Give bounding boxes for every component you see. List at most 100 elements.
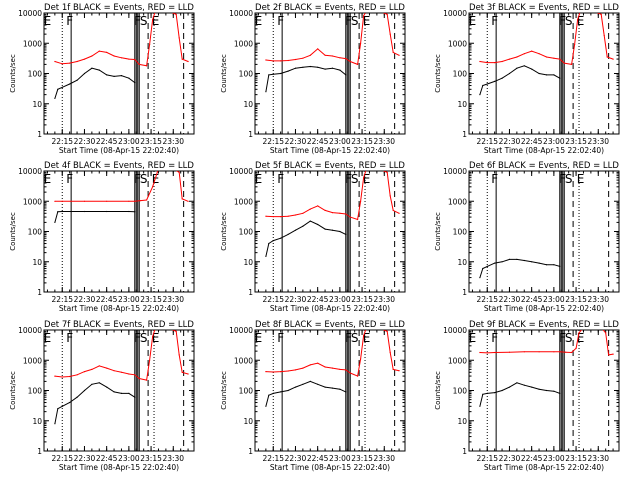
x-tick-label: 23:15	[140, 295, 162, 304]
event-markers	[486, 330, 610, 451]
marker-letter: E	[363, 331, 371, 345]
lld-point	[91, 55, 93, 57]
marker-letter: E	[363, 172, 371, 186]
events-point	[54, 423, 56, 425]
series-group	[54, 13, 189, 99]
lld-point	[357, 63, 359, 65]
events-point	[265, 405, 267, 407]
series-events-line	[54, 382, 136, 424]
events-point	[294, 386, 297, 388]
x-tick-label: 23:30	[373, 295, 395, 304]
x-tick-label: 23:30	[373, 454, 395, 463]
event-markers	[272, 330, 396, 451]
marker-letter: F	[277, 14, 284, 28]
y-tick-label: 1	[462, 447, 467, 456]
lld-point	[331, 367, 334, 369]
y-tick-label: 10000	[18, 167, 42, 176]
events-point	[61, 405, 63, 407]
x-tick-label: 22:45	[521, 454, 543, 463]
x-tick-label: 23:30	[587, 295, 609, 304]
lld-point	[577, 19, 579, 21]
lld-point	[294, 58, 297, 61]
events-point	[501, 389, 503, 392]
events-point	[309, 380, 311, 382]
events-point	[134, 211, 136, 213]
events-point	[486, 83, 488, 85]
marker-letter: F	[66, 172, 73, 186]
lld-point	[128, 58, 130, 60]
events-point	[479, 405, 481, 407]
events-point	[523, 384, 525, 386]
y-axis-label: Counts/sec	[9, 54, 17, 93]
lld-point	[61, 200, 63, 202]
y-tick-label: 1000	[23, 197, 42, 206]
events-point	[531, 386, 533, 388]
x-tick-label: 22:30	[499, 295, 521, 304]
lld-point	[494, 62, 496, 64]
marker-letter: F	[559, 14, 566, 28]
series-group	[479, 258, 561, 279]
lld-point	[501, 60, 503, 63]
lld-point	[612, 58, 614, 60]
marker-letter: F	[559, 172, 566, 186]
x-tick-label: 22:30	[285, 454, 307, 463]
lld-point	[612, 353, 614, 355]
x-tick-label: 22:45	[96, 295, 118, 304]
lld-point	[486, 352, 488, 354]
y-tick-label: 100	[239, 70, 254, 79]
events-point	[345, 233, 347, 235]
y-tick-label: 10000	[18, 9, 42, 18]
lld-point	[54, 200, 56, 202]
y-tick-label: 10000	[18, 326, 42, 335]
x-tick-label: 22:15	[262, 137, 284, 146]
events-point	[531, 68, 533, 70]
lld-point	[553, 351, 555, 353]
lld-point	[76, 374, 78, 376]
events-point	[120, 75, 123, 77]
lld-point	[187, 373, 189, 375]
events-point	[331, 229, 334, 231]
y-tick-label: 1000	[234, 39, 253, 48]
lld-point	[538, 53, 540, 55]
marker-letter: S	[351, 172, 359, 186]
lld-point	[152, 186, 154, 188]
lld-point	[272, 216, 274, 218]
lld-point	[149, 44, 151, 46]
x-axis-label: Start Time (08-Apr-15 22:02:40)	[484, 304, 604, 313]
y-axis-label: Counts/sec	[220, 371, 228, 410]
x-tick-label: 22:30	[74, 454, 96, 463]
lld-point	[545, 56, 548, 58]
marker-letter: E	[469, 14, 477, 28]
lld-point	[128, 200, 130, 202]
events-point	[83, 210, 86, 213]
events-point	[268, 242, 270, 245]
y-tick-label: 10	[457, 258, 467, 267]
marker-letter: F	[559, 331, 566, 345]
panel-title: Det 4f BLACK = Events, RED = LLD	[44, 161, 194, 171]
events-point	[553, 74, 555, 76]
x-axis-label: Start Time (08-Apr-15 22:02:40)	[59, 463, 179, 472]
lld-point	[149, 359, 151, 361]
y-tick-label: 1000	[448, 197, 467, 206]
lld-point	[317, 48, 319, 50]
marker-letter: F	[491, 331, 498, 345]
x-tick-label: 22:45	[307, 137, 329, 146]
lld-point	[386, 13, 388, 15]
panel-title: Det 1f BLACK = Events, RED = LLD	[44, 3, 194, 13]
x-tick-label: 23:15	[351, 295, 373, 304]
y-tick-label: 1000	[23, 39, 42, 48]
plot-frame	[468, 170, 620, 293]
panel-det-3: Det 3f BLACK = Events, RED = LLD 1 10 100 10…	[434, 3, 620, 155]
lld-point	[309, 364, 311, 366]
y-tick-label: 100	[453, 228, 468, 237]
lld-point	[571, 63, 573, 65]
x-tick-label: 23:00	[118, 295, 140, 304]
events-point	[69, 83, 71, 85]
panel-det-6: Det 6f BLACK = Events, RED = LLD 1 10 100 10…	[434, 161, 620, 313]
lld-point	[317, 205, 319, 207]
lld-point	[61, 376, 63, 378]
marker-letter: E	[152, 331, 160, 345]
events-point	[501, 77, 503, 79]
events-point	[331, 387, 334, 389]
lld-point	[563, 62, 565, 64]
